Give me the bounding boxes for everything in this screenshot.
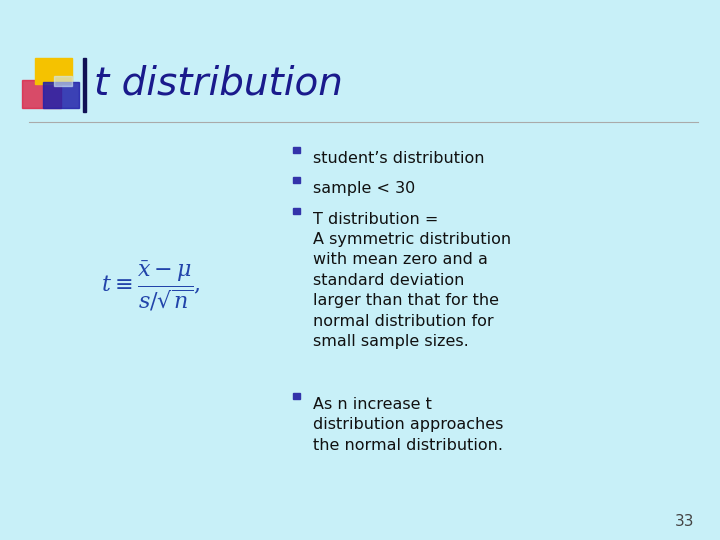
Bar [293,177,300,183]
Text: T distribution =
A symmetric distribution
with mean zero and a
standard deviatio: T distribution = A symmetric distributio… [313,212,511,349]
Text: t distribution: t distribution [94,65,343,103]
Bar [293,147,300,153]
Text: $t \equiv \dfrac{\bar{x} - \mu}{s/\sqrt{n}},$: $t \equiv \dfrac{\bar{x} - \mu}{s/\sqrt{… [102,260,201,313]
Text: sample < 30: sample < 30 [313,181,415,196]
Text: 33: 33 [675,514,695,529]
Bar [54,76,72,86]
Bar [293,393,300,399]
Bar [22,80,61,108]
Bar [83,58,86,112]
Bar [293,208,300,214]
Text: student’s distribution: student’s distribution [313,151,485,166]
Bar [43,82,79,108]
Bar [35,58,72,84]
Text: As n increase t
distribution approaches
the normal distribution.: As n increase t distribution approaches … [313,397,503,453]
